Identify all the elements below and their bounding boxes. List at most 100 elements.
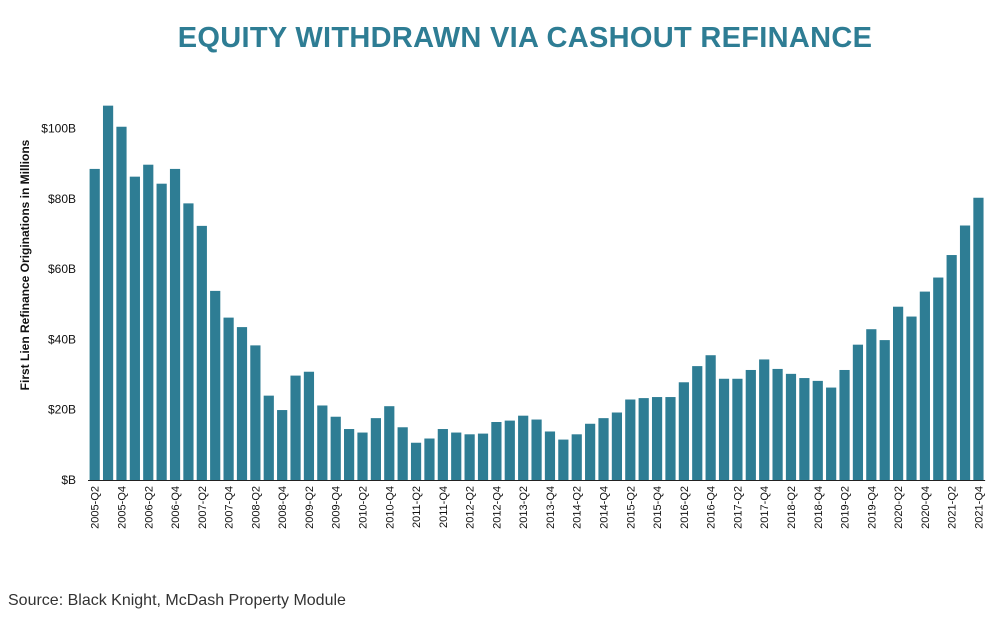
- bar: [451, 432, 462, 480]
- x-tick-label: 2015-Q2: [625, 486, 637, 529]
- bar: [410, 442, 422, 480]
- bar: [464, 434, 475, 480]
- x-tick-label: 2007-Q2: [197, 486, 209, 529]
- x-tick-label: 2019-Q2: [840, 486, 852, 529]
- bar: [585, 423, 596, 480]
- bar: [759, 359, 770, 480]
- bar: [277, 410, 288, 480]
- bar: [156, 183, 167, 480]
- bar: [785, 373, 797, 480]
- x-tick-label: 2009-Q2: [304, 486, 316, 529]
- x-tick-label: 2011-Q2: [411, 486, 423, 528]
- bar: [692, 366, 703, 480]
- bar: [370, 418, 381, 480]
- y-tick-label: $100B: [41, 122, 76, 136]
- bar: [625, 399, 636, 480]
- bar: [116, 126, 127, 481]
- bar: [102, 105, 114, 481]
- x-tick-label: 2008-Q2: [250, 486, 262, 529]
- bar: [196, 225, 207, 480]
- bar: [89, 168, 100, 481]
- bar: [317, 405, 328, 480]
- bar: [437, 429, 448, 480]
- bar: [866, 329, 877, 480]
- x-tick-label: 2006-Q4: [170, 486, 182, 529]
- x-tick-label: 2017-Q4: [759, 486, 771, 529]
- bar: [397, 427, 408, 480]
- y-tick-label: $20B: [48, 403, 76, 417]
- bar: [290, 375, 301, 480]
- y-tick-label: $B: [61, 473, 76, 487]
- bar: [839, 369, 850, 480]
- source-note: Source: Black Knight, McDash Property Mo…: [8, 592, 346, 609]
- bar: [571, 434, 582, 480]
- x-tick-label: 2013-Q2: [518, 486, 530, 529]
- bar: [678, 382, 689, 480]
- bar: [544, 431, 556, 480]
- x-tick-label: 2013-Q4: [545, 486, 557, 529]
- bar: [611, 412, 623, 480]
- y-axis-label: First Lien Refinance Originations in Mil…: [18, 139, 32, 390]
- bar: [826, 387, 837, 480]
- bar: [477, 433, 489, 480]
- bar: [772, 368, 783, 480]
- bar: [906, 316, 917, 480]
- y-axis: $B $20B $40B $60B $80B $100B: [41, 122, 76, 488]
- x-tick-label: 2014-Q2: [572, 486, 584, 529]
- x-tick-label: 2017-Q2: [732, 486, 744, 529]
- bar: [651, 397, 663, 480]
- x-tick-label: 2016-Q2: [679, 486, 691, 529]
- bar: [745, 369, 756, 480]
- bar: [946, 255, 957, 480]
- x-tick-label: 2016-Q4: [706, 486, 718, 529]
- bar: [812, 380, 823, 480]
- bar: [236, 327, 248, 480]
- bar: [357, 432, 368, 480]
- bar: [344, 429, 355, 480]
- bar: [852, 344, 864, 480]
- y-tick-label: $80B: [48, 192, 76, 206]
- bar: [973, 197, 984, 480]
- y-tick-label: $60B: [48, 262, 76, 276]
- bar: [959, 225, 971, 480]
- x-tick-label: 2020-Q2: [893, 486, 905, 529]
- bar: [504, 420, 515, 480]
- bar: [879, 340, 890, 480]
- x-tick-label: 2021-Q4: [973, 486, 985, 529]
- bar: [384, 406, 395, 480]
- x-tick-label: 2018-Q4: [813, 486, 825, 529]
- bar: [638, 398, 649, 480]
- x-tick-label: 2012-Q4: [491, 486, 503, 529]
- x-tick-label: 2005-Q4: [116, 486, 128, 529]
- bar: [330, 416, 341, 480]
- x-tick-label: 2011-Q4: [438, 486, 450, 528]
- x-tick-label: 2021-Q2: [947, 486, 959, 529]
- bar: [143, 164, 154, 480]
- bar: [263, 395, 274, 480]
- bar: [705, 355, 716, 480]
- bar: [129, 176, 140, 480]
- bar: [491, 422, 502, 480]
- bar: [933, 277, 944, 480]
- x-tick-label: 2007-Q4: [224, 486, 236, 529]
- bar: [718, 378, 730, 480]
- bar: [558, 439, 569, 480]
- bar: [531, 419, 542, 480]
- bar: [183, 203, 194, 480]
- bar: [665, 397, 676, 480]
- bar: [799, 378, 810, 480]
- bar: [169, 168, 181, 481]
- bar: [210, 290, 221, 480]
- bar: [223, 317, 234, 480]
- bar: [732, 378, 743, 480]
- x-axis-ticks: 2005-Q2 2005-Q4 2006-Q2 2006-Q4 2007-Q2 2007-…: [90, 486, 986, 529]
- x-tick-label: 2015-Q4: [652, 486, 664, 529]
- y-tick-label: $40B: [48, 332, 76, 346]
- bar: [598, 418, 609, 480]
- bar: [919, 291, 930, 480]
- bar: [303, 371, 315, 480]
- bars: [89, 105, 984, 481]
- bar: [424, 438, 435, 480]
- bar-chart: First Lien Refinance Originations in Mil…: [18, 105, 986, 529]
- x-tick-label: 2019-Q4: [866, 486, 878, 529]
